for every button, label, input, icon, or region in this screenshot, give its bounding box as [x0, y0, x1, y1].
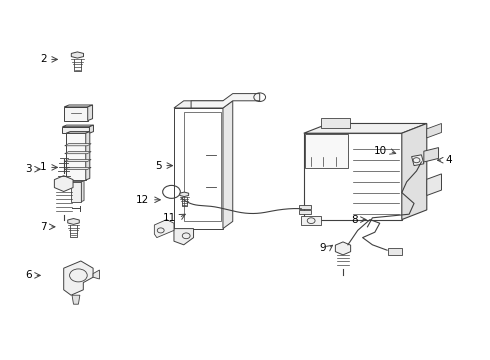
- Polygon shape: [86, 132, 90, 180]
- Polygon shape: [68, 219, 79, 224]
- Polygon shape: [66, 133, 86, 180]
- Polygon shape: [65, 152, 91, 154]
- Text: 2: 2: [40, 54, 47, 64]
- Polygon shape: [180, 192, 189, 197]
- Bar: [299, 210, 311, 214]
- Polygon shape: [71, 181, 84, 182]
- Polygon shape: [154, 220, 174, 238]
- Polygon shape: [54, 176, 73, 192]
- Polygon shape: [427, 174, 441, 195]
- Polygon shape: [71, 182, 81, 202]
- Polygon shape: [64, 107, 88, 121]
- Text: 4: 4: [446, 155, 453, 165]
- Text: 11: 11: [163, 213, 176, 223]
- Polygon shape: [427, 123, 441, 138]
- Polygon shape: [72, 52, 83, 58]
- Text: 12: 12: [136, 195, 149, 205]
- Polygon shape: [304, 133, 402, 220]
- Polygon shape: [174, 108, 223, 229]
- Text: 10: 10: [374, 146, 387, 156]
- Polygon shape: [89, 125, 94, 133]
- Polygon shape: [388, 248, 402, 255]
- Polygon shape: [66, 132, 90, 133]
- Polygon shape: [64, 105, 93, 107]
- Text: 3: 3: [25, 164, 32, 174]
- Polygon shape: [402, 123, 427, 220]
- Polygon shape: [65, 159, 91, 162]
- Polygon shape: [174, 101, 233, 108]
- Polygon shape: [63, 125, 94, 127]
- Polygon shape: [63, 127, 89, 133]
- Polygon shape: [321, 118, 350, 129]
- Polygon shape: [304, 123, 427, 133]
- Polygon shape: [65, 167, 91, 170]
- Text: 6: 6: [25, 270, 32, 280]
- Polygon shape: [65, 144, 91, 146]
- Polygon shape: [64, 261, 93, 295]
- Polygon shape: [174, 229, 194, 245]
- Text: 8: 8: [351, 215, 358, 225]
- Bar: [299, 205, 311, 209]
- Polygon shape: [93, 270, 99, 279]
- Text: 1: 1: [40, 162, 47, 172]
- Polygon shape: [81, 181, 84, 202]
- Polygon shape: [335, 242, 351, 255]
- Polygon shape: [412, 155, 424, 166]
- Text: 9: 9: [319, 243, 326, 253]
- Polygon shape: [424, 148, 439, 162]
- Polygon shape: [88, 105, 93, 121]
- Text: 5: 5: [155, 161, 162, 171]
- Polygon shape: [305, 134, 348, 168]
- Polygon shape: [72, 295, 80, 304]
- Polygon shape: [191, 94, 260, 108]
- Polygon shape: [301, 216, 321, 225]
- Polygon shape: [223, 101, 233, 229]
- Text: 7: 7: [40, 222, 47, 232]
